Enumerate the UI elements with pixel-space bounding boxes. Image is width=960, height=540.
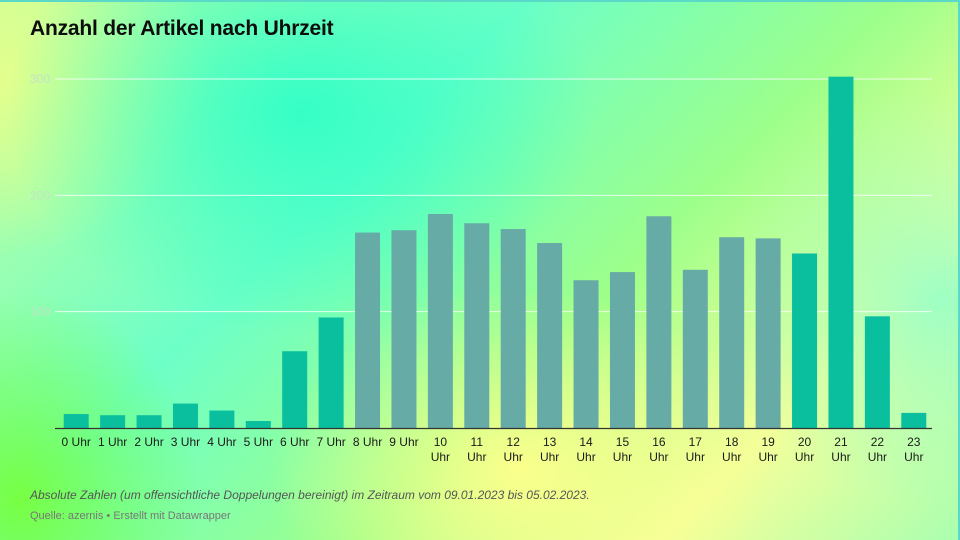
bar-22 bbox=[864, 316, 890, 428]
bar-6 bbox=[282, 351, 308, 428]
x-tick-label: 2 Uhr bbox=[134, 435, 163, 449]
x-tick-label: 21 Uhr bbox=[831, 435, 850, 464]
chart-source: Quelle: azernis • Erstellt mit Datawrapp… bbox=[30, 510, 231, 522]
y-tick-label: 300 bbox=[30, 72, 50, 86]
bar-19 bbox=[755, 238, 781, 428]
x-tick-label: 17 Uhr bbox=[686, 435, 705, 464]
y-tick-label: 200 bbox=[30, 188, 50, 202]
bar-20 bbox=[792, 253, 818, 428]
x-tick-label: 6 Uhr bbox=[280, 435, 309, 449]
x-tick-label: 5 Uhr bbox=[244, 435, 273, 449]
x-tick-label: 18 Uhr bbox=[722, 435, 741, 464]
bar-8 bbox=[355, 232, 381, 428]
x-tick-label: 16 Uhr bbox=[649, 435, 668, 464]
x-tick-label: 15 Uhr bbox=[613, 435, 632, 464]
bar-12 bbox=[500, 229, 526, 428]
x-tick-label: 9 Uhr bbox=[389, 435, 418, 449]
x-tick-label: 8 Uhr bbox=[353, 435, 382, 449]
x-tick-label: 14 Uhr bbox=[576, 435, 595, 464]
bar-2 bbox=[136, 415, 162, 428]
x-tick-label: 20 Uhr bbox=[795, 435, 814, 464]
bar-0 bbox=[63, 414, 89, 428]
bar-16 bbox=[646, 216, 672, 428]
x-tick-label: 23 Uhr bbox=[904, 435, 923, 464]
x-tick-label: 10 Uhr bbox=[431, 435, 450, 464]
x-tick-label: 22 Uhr bbox=[868, 435, 887, 464]
bar-14 bbox=[573, 280, 599, 428]
bar-5 bbox=[245, 421, 271, 428]
chart-title: Anzahl der Artikel nach Uhrzeit bbox=[30, 17, 334, 40]
bar-1 bbox=[100, 415, 126, 428]
bar-18 bbox=[719, 237, 745, 428]
bar-15 bbox=[609, 272, 635, 428]
x-tick-label: 7 Uhr bbox=[316, 435, 345, 449]
bar-21 bbox=[828, 76, 854, 428]
bar-3 bbox=[172, 403, 198, 428]
x-tick-label: 11 Uhr bbox=[467, 435, 486, 464]
bar-11 bbox=[464, 223, 490, 428]
bar-23 bbox=[901, 412, 927, 428]
bar-17 bbox=[682, 269, 708, 428]
x-tick-label: 4 Uhr bbox=[207, 435, 236, 449]
bar-4 bbox=[209, 410, 235, 428]
x-tick-label: 0 Uhr bbox=[62, 435, 91, 449]
bar-13 bbox=[537, 243, 563, 428]
x-tick-label: 19 Uhr bbox=[758, 435, 777, 464]
x-tick-label: 3 Uhr bbox=[171, 435, 200, 449]
bar-7 bbox=[318, 317, 344, 428]
bar-9 bbox=[391, 230, 417, 428]
bar-10 bbox=[427, 213, 453, 428]
y-tick-label: 100 bbox=[30, 305, 50, 319]
chart-notes: Absolute Zahlen (um offensichtliche Dopp… bbox=[30, 488, 590, 502]
x-tick-label: 12 Uhr bbox=[504, 435, 523, 464]
x-tick-label: 1 Uhr bbox=[98, 435, 127, 449]
x-tick-label: 13 Uhr bbox=[540, 435, 559, 464]
